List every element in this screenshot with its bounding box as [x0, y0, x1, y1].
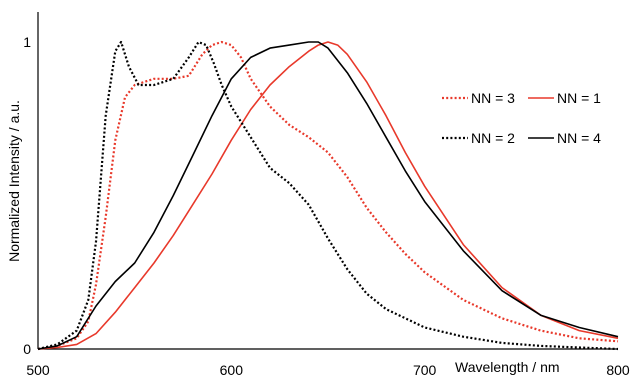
- x-tick-label-800: 800: [606, 362, 630, 378]
- series-layer: [38, 42, 618, 349]
- x-axis-label: Wavelength / nm: [455, 359, 560, 375]
- legend-label-3: NN = 2: [471, 130, 515, 146]
- series-line-3: [38, 42, 618, 349]
- x-tick-label-700: 700: [413, 362, 437, 378]
- legend-label-4: NN = 4: [557, 130, 601, 146]
- series-line-1: [38, 42, 618, 349]
- legend-label-1: NN = 3: [471, 90, 515, 106]
- series-line-2: [38, 42, 618, 349]
- x-tick-label-600: 600: [220, 362, 244, 378]
- series-line-4: [38, 42, 618, 349]
- y-axis-label: Normalized Intensity / a.u.: [6, 100, 22, 262]
- legend-label-2: NN = 1: [557, 90, 601, 106]
- y-tick-label-0: 0: [23, 341, 31, 357]
- ticks-layer: 500 600 700 800 0 1: [23, 34, 630, 378]
- y-tick-label-1: 1: [23, 34, 31, 50]
- x-tick-label-500: 500: [26, 362, 50, 378]
- legend: NN = 3 NN = 1 NN = 2 NN = 4: [442, 90, 601, 146]
